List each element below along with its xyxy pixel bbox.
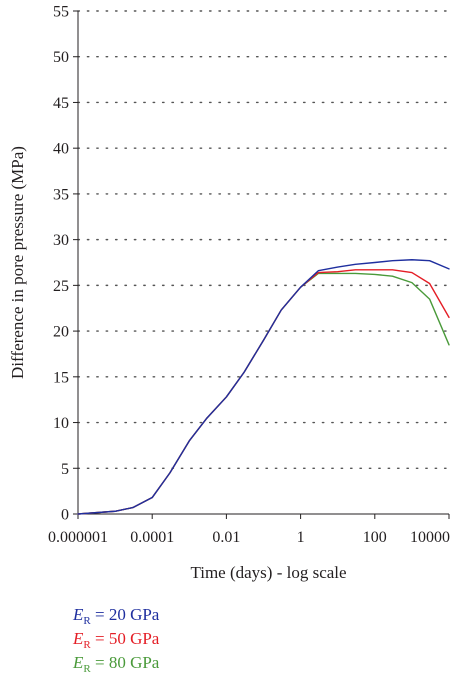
y-tick-label: 10 bbox=[53, 415, 69, 432]
gridlines bbox=[77, 10, 450, 469]
x-tick-label: 100 bbox=[363, 529, 387, 546]
series-line-2 bbox=[77, 269, 450, 515]
y-tick-label: 55 bbox=[53, 4, 69, 21]
y-tick-labels: 0 5 10 15 20 25 30 35 40 45 50 55 bbox=[53, 4, 69, 524]
series-line-3 bbox=[77, 272, 450, 515]
y-tick-label: 20 bbox=[53, 324, 69, 341]
legend-entry-2: ER = 50 GPa bbox=[72, 629, 160, 651]
y-tick-label: 35 bbox=[53, 186, 69, 203]
y-tick-label: 5 bbox=[61, 461, 69, 478]
x-axis-label: Time (days) - log scale bbox=[190, 563, 346, 582]
y-tick-label: 40 bbox=[53, 141, 69, 158]
y-tick-label: 45 bbox=[53, 95, 69, 112]
y-tick-label: 30 bbox=[53, 232, 69, 249]
x-tick-label: 10000 bbox=[410, 529, 450, 546]
x-tick-label: 0.000001 bbox=[48, 529, 108, 546]
y-tick-label: 50 bbox=[53, 49, 69, 66]
y-tick-label: 15 bbox=[53, 369, 69, 386]
legend-entry-1: ER = 20 GPa bbox=[72, 605, 160, 627]
x-tick-labels: 0.000001 0.0001 0.01 1 100 10000 bbox=[48, 529, 450, 546]
y-tick-label: 0 bbox=[61, 507, 69, 524]
y-tick-label: 25 bbox=[53, 278, 69, 295]
x-tick-label: 0.0001 bbox=[130, 529, 174, 546]
legend-entry-3: ER = 80 GPa bbox=[72, 653, 160, 675]
series-lines bbox=[77, 259, 450, 515]
x-tick-label: 0.01 bbox=[212, 529, 240, 546]
axes bbox=[73, 10, 450, 519]
x-tick-label: 1 bbox=[297, 529, 305, 546]
series-line-1 bbox=[77, 259, 450, 515]
y-axis-label: Difference in pore pressure (MPa) bbox=[8, 146, 27, 379]
